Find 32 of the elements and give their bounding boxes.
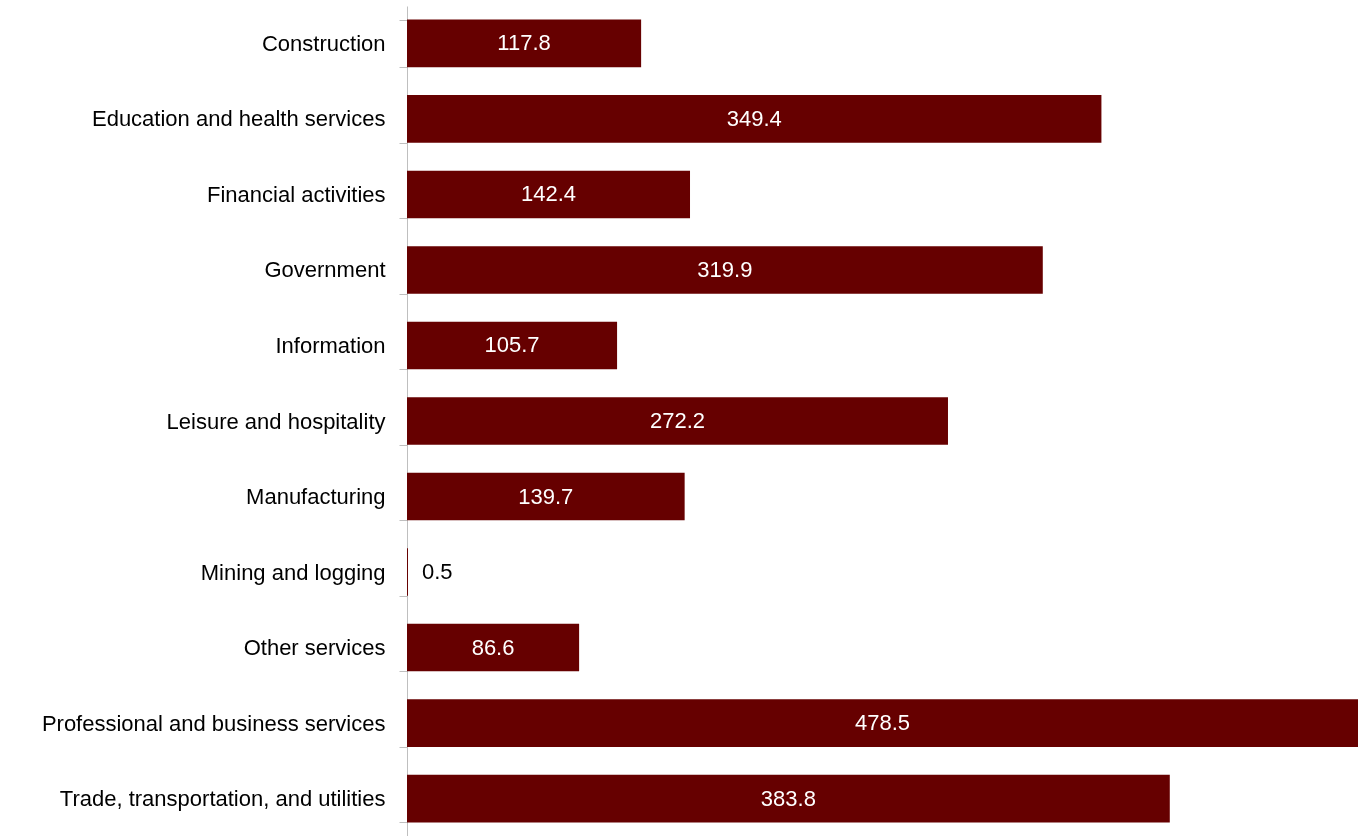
data-label: 272.2 — [649, 408, 706, 433]
y-tick-label: Financial activities — [206, 181, 386, 207]
bar — [407, 170, 691, 219]
data-label: 117.8 — [497, 30, 551, 56]
data-label: 478.5 — [854, 710, 911, 736]
data-label: 349.4 — [726, 105, 782, 131]
y-tick-label: Manufacturing — [246, 484, 386, 510]
y-tick-label: Trade, transportation, and utilities — [59, 786, 386, 812]
y-tick-label: Leisure and hospitality — [166, 408, 386, 434]
data-label: 319.9 — [697, 256, 753, 282]
bar — [407, 321, 618, 370]
y-tick-label: Mining and logging — [200, 559, 386, 585]
bar — [407, 246, 1043, 294]
y-tick-label: Government — [264, 257, 386, 283]
data-label: 142.4 — [520, 181, 577, 207]
data-label: 86.6 — [471, 634, 515, 660]
bar — [407, 19, 642, 68]
data-label: 105.7 — [484, 332, 540, 358]
data-label: 383.8 — [760, 785, 816, 811]
y-tick-label: Other services — [243, 635, 386, 661]
y-tick-label: Professional and business services — [41, 710, 386, 736]
y-tick-label: Education and health services — [91, 106, 386, 132]
y-tick-label: Construction — [261, 30, 386, 56]
bar — [407, 95, 1102, 143]
data-label: 0.5 — [421, 559, 453, 585]
y-tick-label: Information — [275, 332, 386, 358]
data-label: 139.7 — [518, 483, 574, 509]
bar — [407, 774, 1170, 823]
bar — [407, 397, 948, 445]
bar — [407, 472, 685, 521]
bar — [407, 699, 1358, 747]
bar — [407, 623, 580, 672]
